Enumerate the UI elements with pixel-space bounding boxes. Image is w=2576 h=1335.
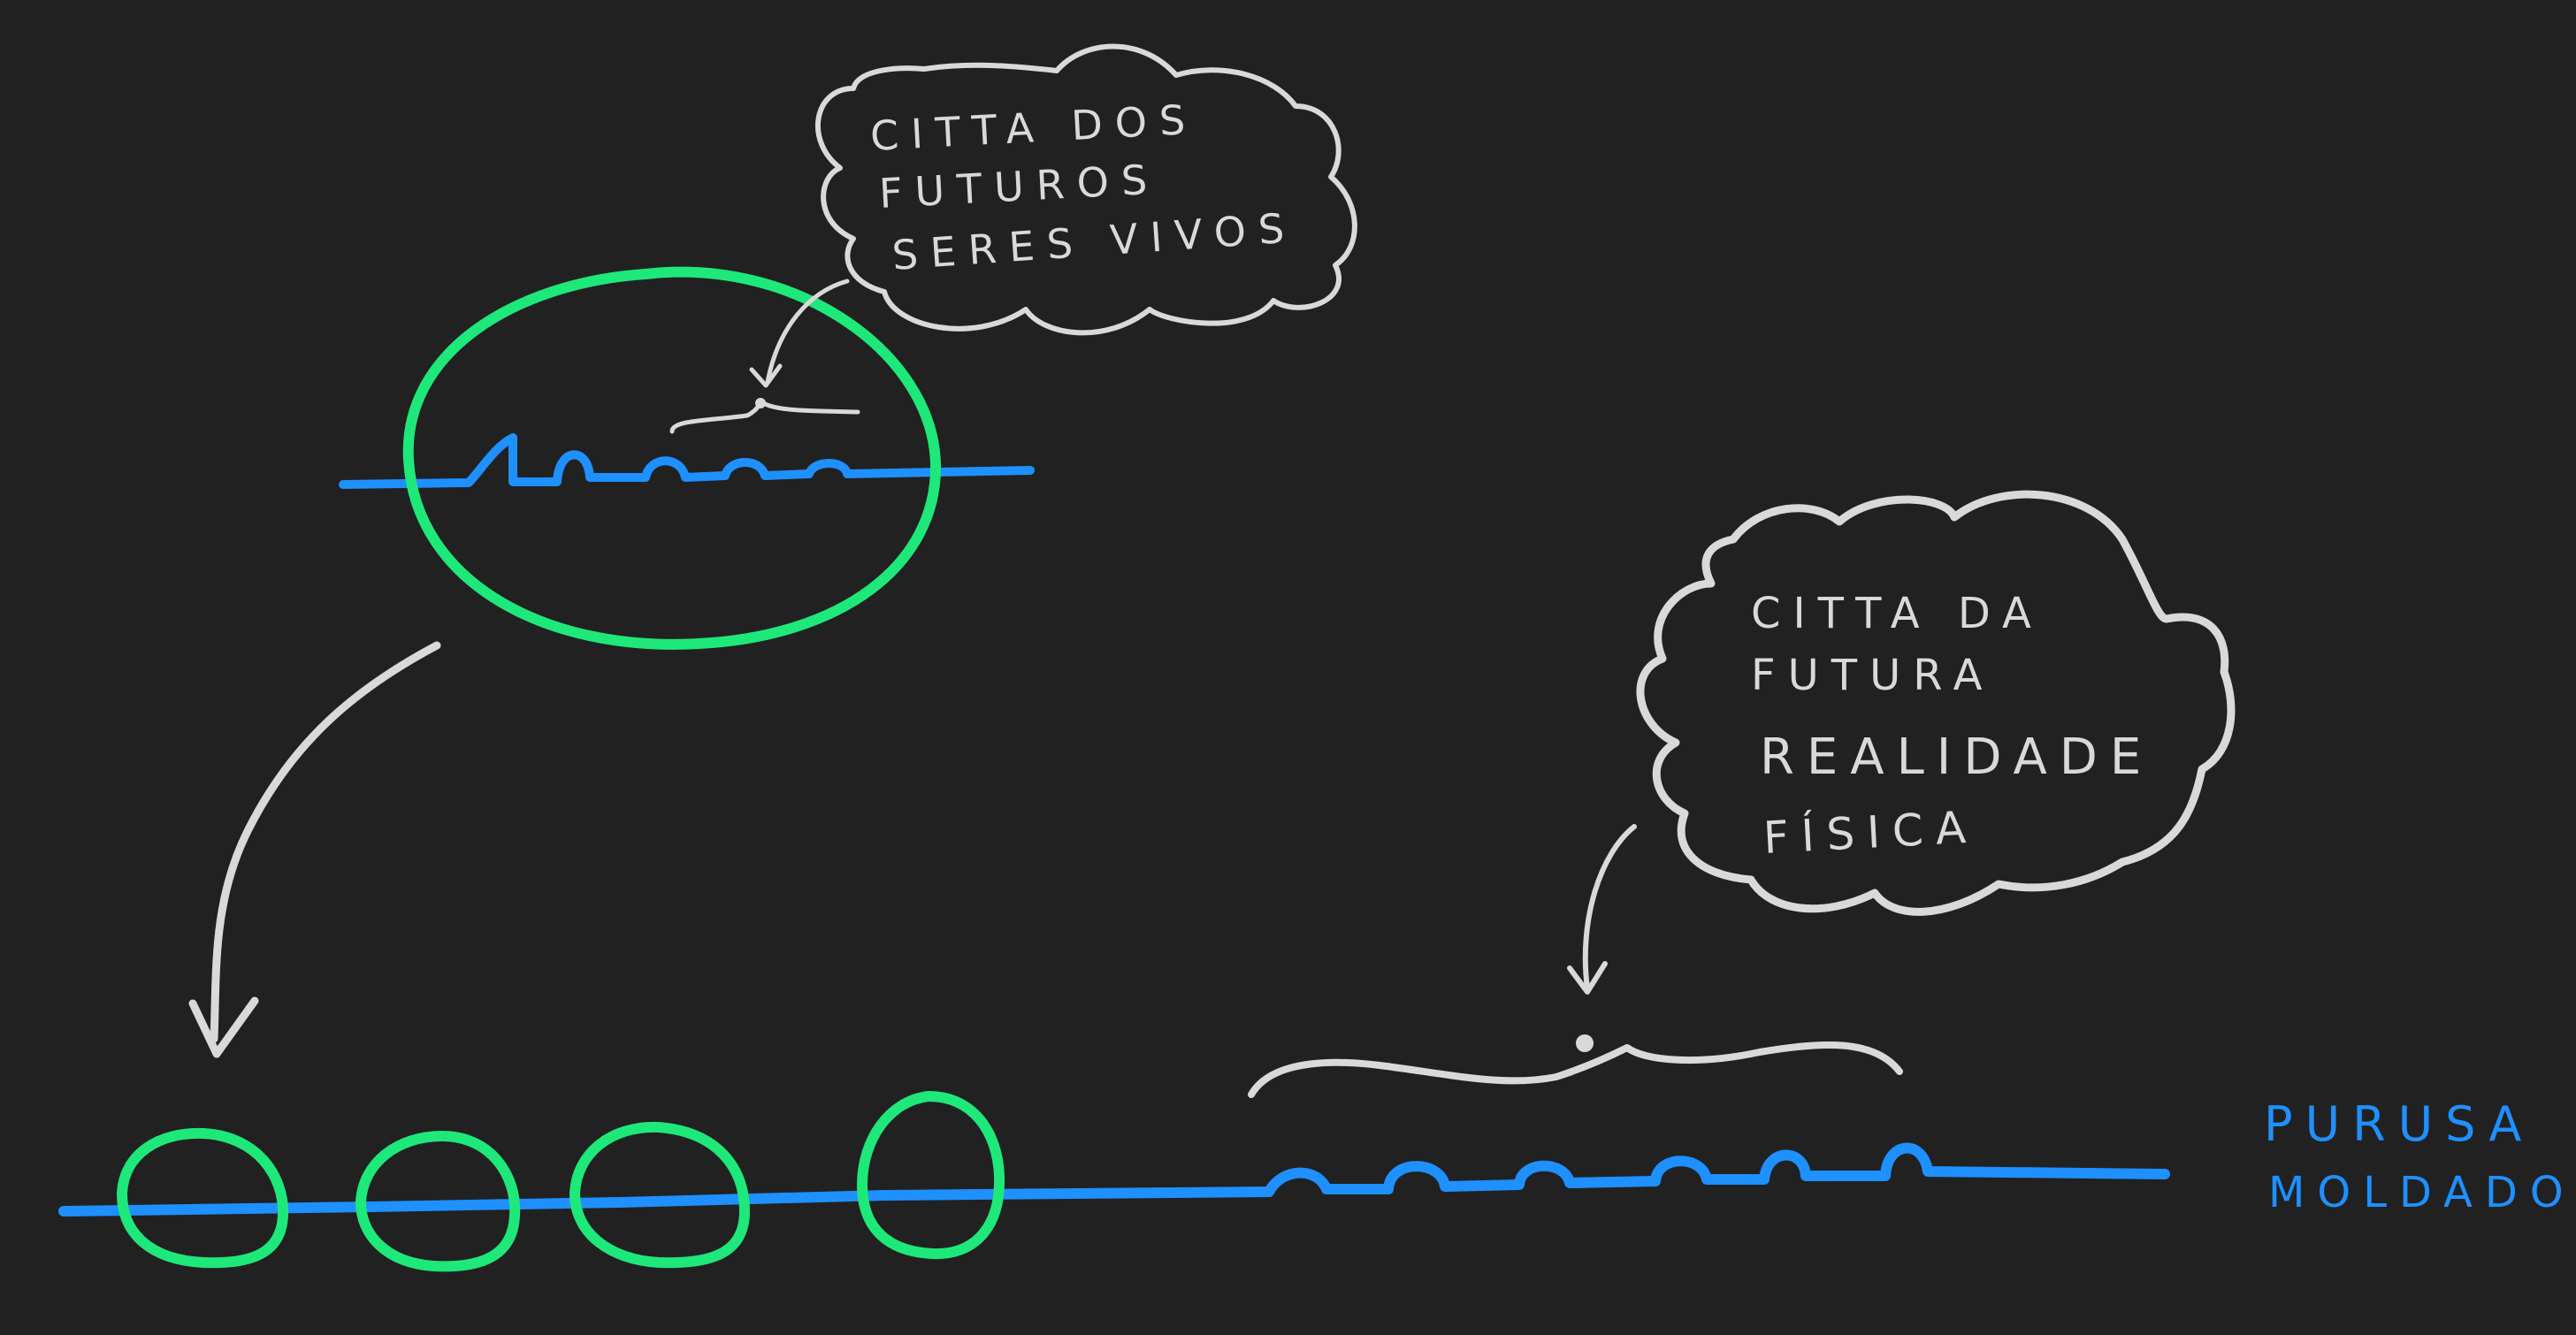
- right-cloud-outline: [1636, 490, 2236, 916]
- right-cloud-line-4: FÍSICA: [1762, 800, 1980, 864]
- right-cloud-line-2: FUTURA: [1751, 651, 1994, 700]
- green-circle-1: [117, 1127, 289, 1269]
- top-cloud: CITTA DOS FUTUROS SERES VIVOS: [815, 43, 1357, 336]
- top-cloud-line-1: CITTA DOS: [869, 95, 1199, 160]
- top-cloud-pointer-arrow: [765, 278, 850, 385]
- right-cloud-line-3: REALIDADE: [1760, 729, 2153, 786]
- bottom-white-brace: [1248, 1041, 1903, 1098]
- right-cloud-pointer-arrow: [1582, 824, 1637, 991]
- zoom-green-circle: [402, 266, 942, 650]
- zoom-white-brace-dot: [755, 398, 766, 408]
- top-cloud-line-3: SERES VIVOS: [891, 203, 1298, 279]
- top-cloud-outline: [815, 43, 1357, 336]
- green-circle-2: [355, 1131, 521, 1272]
- bottom-blue-baseline: [58, 1142, 2170, 1217]
- bottom-green-circles: [117, 1091, 1005, 1272]
- zoom-to-row-arrow: [210, 641, 441, 1043]
- bottom-white-brace-dot: [1576, 1034, 1594, 1052]
- top-cloud-line-2: FUTUROS: [878, 155, 1161, 217]
- zoom-blue-baseline: [339, 433, 1035, 489]
- right-cloud-line-1: CITTA DA: [1751, 589, 2044, 638]
- top-cloud-pointer-arrowhead: [749, 363, 783, 388]
- right-cloud-pointer-arrowhead: [1567, 961, 1608, 995]
- right-cloud: CITTA DA FUTURA REALIDADE FÍSICA: [1567, 490, 2236, 995]
- purusa-label-line-1: PURUSA: [2264, 1096, 2534, 1152]
- zoom-group: [339, 266, 1035, 650]
- purusa-label-line-2: MOLDADO: [2268, 1168, 2576, 1217]
- green-circle-3: [569, 1121, 750, 1269]
- green-circle-4: [857, 1091, 1005, 1260]
- zoom-to-row-arrowhead: [188, 996, 259, 1058]
- zoom-white-brace: [669, 400, 860, 434]
